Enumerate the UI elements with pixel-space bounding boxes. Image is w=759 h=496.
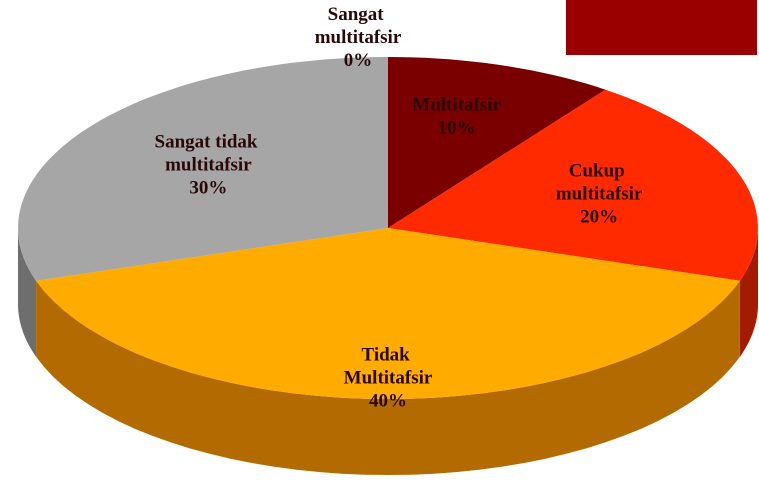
label-line: multitafsir — [556, 183, 643, 204]
label-line: Sangat — [328, 4, 389, 25]
label-line: Cukup — [569, 160, 630, 181]
slice-label: Sangat multitafsir — [315, 4, 402, 48]
value-label: 0% — [344, 50, 373, 71]
slice-label: Tidak Multitafsir — [344, 345, 433, 389]
slice — [388, 57, 606, 228]
legend-box — [566, 0, 757, 55]
label-line: multitafsir — [165, 155, 252, 176]
slice-label: Multitafsir — [412, 94, 501, 115]
value-label: 10% — [438, 117, 476, 138]
label-line: Multitafsir — [412, 94, 501, 115]
slice-label: Cukup multitafsir — [556, 160, 643, 204]
label-line: Sangat tidak — [155, 132, 263, 153]
slice-side — [18, 228, 37, 357]
slice-label: Sangat tidak multitafsir — [155, 132, 263, 176]
label-line: multitafsir — [315, 27, 402, 48]
value-label: 30% — [189, 178, 227, 199]
value-label: 40% — [369, 391, 407, 412]
slice-side — [36, 280, 740, 475]
slice — [388, 89, 758, 281]
label-line: Tidak — [362, 345, 415, 366]
label-line: Multitafsir — [344, 368, 433, 389]
slice — [18, 57, 388, 281]
slice — [36, 228, 740, 399]
value-label: 20% — [580, 206, 618, 227]
slice-side — [739, 228, 758, 357]
